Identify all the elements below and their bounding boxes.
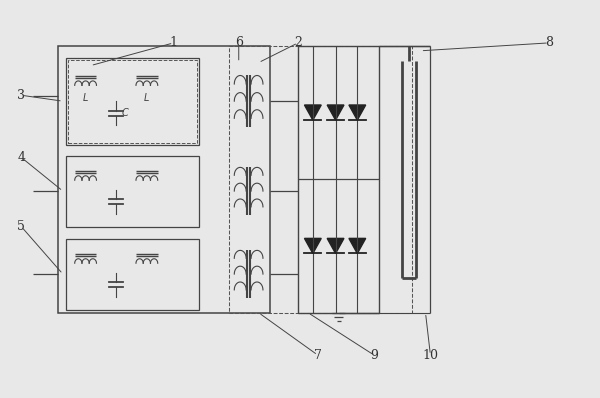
Text: 5: 5 xyxy=(17,220,25,233)
Polygon shape xyxy=(349,105,366,120)
Bar xyxy=(66,156,199,227)
Text: 7: 7 xyxy=(314,349,322,362)
Text: 6: 6 xyxy=(235,36,243,49)
Text: L: L xyxy=(144,93,149,103)
Polygon shape xyxy=(304,105,321,120)
Bar xyxy=(66,58,199,144)
Text: 10: 10 xyxy=(422,349,439,362)
Text: 4: 4 xyxy=(17,151,25,164)
Bar xyxy=(298,46,379,312)
Bar xyxy=(58,46,271,312)
Text: L: L xyxy=(83,93,88,103)
Text: 3: 3 xyxy=(17,89,25,102)
Text: 8: 8 xyxy=(545,36,553,49)
Text: 2: 2 xyxy=(294,36,302,49)
Text: 1: 1 xyxy=(170,36,178,49)
Polygon shape xyxy=(349,238,366,254)
Bar xyxy=(66,238,199,310)
Bar xyxy=(229,46,412,312)
Text: C: C xyxy=(122,108,128,118)
Bar xyxy=(68,60,197,142)
Text: 9: 9 xyxy=(370,349,378,362)
Polygon shape xyxy=(304,238,321,254)
Polygon shape xyxy=(327,238,344,254)
Polygon shape xyxy=(327,105,344,120)
